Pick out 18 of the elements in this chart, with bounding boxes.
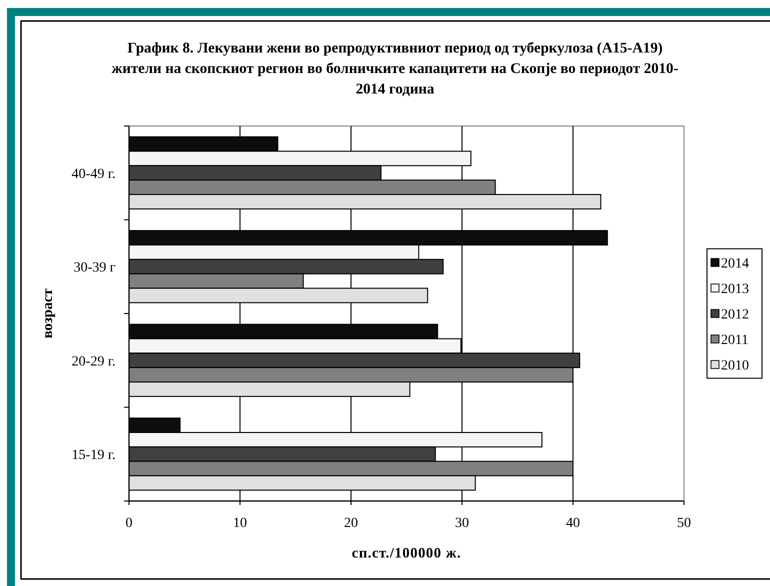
y-tick-label: 20-29 г. [72, 354, 116, 370]
x-tick-label: 0 [126, 516, 132, 531]
legend-label: 2014 [721, 256, 749, 272]
x-axis-title: сп.ст./100000 ж. [352, 546, 462, 562]
chart-title: График 8. Лекувани жени во репродуктивниот период од туберкулоза (A15-A19) жители на скопскиот регион во болничките капацитети на Скопје во периодот 2010-2014 година [112, 40, 678, 98]
y-tick-label: 15-19 г. [72, 448, 116, 464]
x-tick-label: 20 [344, 516, 358, 531]
y-tick-label: 40-49 г. [72, 166, 116, 182]
x-tick-label: 30 [455, 516, 469, 531]
legend-label: 2013 [721, 282, 749, 297]
legend-label: 2010 [721, 358, 749, 374]
x-tick-label: 50 [677, 516, 691, 531]
y-tick-label: 30-39 г [74, 260, 116, 276]
x-tick-label: 40 [566, 516, 580, 531]
legend-label: 2011 [721, 333, 748, 348]
x-tick-label: 10 [233, 516, 247, 531]
legend-label: 2012 [721, 308, 749, 322]
y-axis-title: возраст [40, 288, 56, 338]
